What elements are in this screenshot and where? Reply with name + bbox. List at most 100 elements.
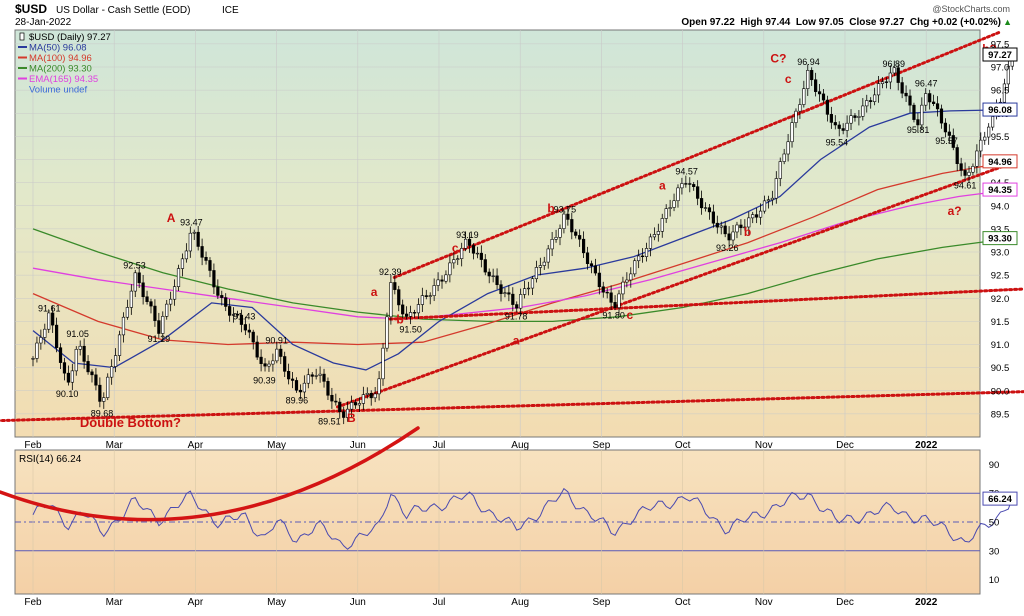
candle-body	[676, 187, 680, 202]
candle-body	[110, 366, 114, 378]
price-y-tick-label: 97.5	[991, 39, 1010, 50]
candle-body	[82, 345, 86, 362]
candle-body	[440, 279, 444, 282]
candle-body	[125, 307, 129, 318]
candle-body	[113, 355, 118, 367]
candle-body	[169, 298, 173, 305]
candle-body	[562, 213, 566, 229]
candle-body	[601, 286, 605, 293]
candle-body	[825, 99, 830, 115]
candle-body	[255, 341, 259, 358]
candle-body	[766, 199, 771, 202]
candle-body	[935, 103, 940, 110]
price-x-tick-label: Jul	[433, 440, 446, 451]
current-price-tag-label: 93.30	[988, 234, 1012, 245]
candle-body	[743, 226, 747, 229]
candle-body	[298, 389, 303, 393]
candle-body	[212, 270, 216, 288]
candle-body	[464, 238, 468, 249]
price-y-tick-label: 90.5	[991, 363, 1010, 374]
price-point-label: 93.26	[716, 243, 739, 253]
candle-body	[188, 232, 192, 252]
candle-body	[51, 312, 55, 326]
price-point-label: 89.96	[286, 396, 309, 406]
candle-body	[405, 313, 409, 317]
candle-body	[385, 316, 389, 349]
candle-body	[837, 124, 841, 129]
candle-body	[928, 93, 932, 103]
candle-body	[310, 374, 314, 377]
candle-body	[703, 207, 708, 209]
candle-body	[137, 272, 141, 284]
candle-body	[609, 292, 613, 303]
candle-body	[208, 260, 212, 271]
candle-body	[31, 358, 35, 360]
price-labels: 91.61 90.10 91.05 89.68 92.53 91.29 93.47 91.43…	[38, 42, 997, 430]
candle-body	[515, 304, 519, 309]
rsi-panel	[14, 449, 981, 595]
legend-entry: $USD (Daily) 97.27	[29, 32, 111, 43]
candle-body	[637, 255, 641, 262]
candle-body	[971, 166, 975, 173]
price-point-label: 94.61	[954, 181, 977, 191]
candle-body	[943, 122, 948, 133]
candle-body	[153, 305, 157, 321]
candle-body	[267, 363, 271, 367]
price-x-axis: Feb Mar Apr May Jun Jul Aug Sep Oct Nov Dec 2022	[24, 440, 937, 451]
candle-body	[876, 83, 881, 96]
candle-body	[747, 217, 751, 228]
price-point-label: 91.43	[233, 312, 256, 322]
price-point-label: 95.57	[935, 136, 958, 146]
candle-body	[880, 81, 885, 84]
candle-body	[833, 122, 837, 126]
candle-body	[129, 290, 133, 308]
candle-body	[597, 272, 601, 288]
candle-body	[487, 271, 491, 277]
candle-body	[90, 371, 94, 376]
rsi-current-tag-label: 66.24	[988, 494, 1012, 505]
price-x-tick-label: Apr	[188, 440, 204, 451]
price-y-tick-label: 92.5	[991, 271, 1010, 282]
candle-body	[802, 88, 806, 105]
candle-body	[574, 231, 578, 236]
candle-body	[275, 348, 279, 362]
legend-candle-icon	[19, 32, 25, 41]
candle-body	[979, 139, 983, 152]
candle-body	[888, 72, 892, 83]
candle-body	[806, 70, 810, 89]
candle-body	[243, 324, 247, 331]
price-y-tick-label: 90.0	[991, 386, 1010, 397]
candle-body	[58, 347, 63, 363]
ohlc-readout: Open 97.22 High 97.44 Low 97.05 Close 97…	[681, 17, 1001, 28]
candle-body	[684, 183, 688, 185]
candle-body	[550, 239, 554, 250]
price-point-label: 95.81	[907, 125, 930, 135]
trendline	[336, 160, 1018, 409]
candle-body	[644, 248, 649, 257]
candle-body	[259, 356, 263, 364]
price-x-tick-label: May	[267, 440, 286, 451]
candle-body	[491, 275, 495, 277]
price-y-axis: 89.5 90.0 90.5 91.0 91.5 92.0 92.5 93.0 93.5 94.0…	[991, 39, 1010, 420]
candle-body	[408, 312, 413, 317]
annotation-double-bottom: Double Bottom?	[80, 415, 181, 430]
candle-body	[593, 265, 597, 274]
price-panel	[14, 29, 981, 438]
candle-body	[692, 184, 696, 187]
candle-body	[542, 261, 546, 266]
trendline	[388, 287, 1024, 321]
candle-body	[861, 105, 865, 117]
candle-body	[373, 393, 377, 399]
candle-body	[770, 197, 774, 201]
price-point-label: 96.47	[915, 79, 938, 89]
rsi-y-tick-label: 10	[989, 575, 1000, 586]
candle-body	[141, 282, 145, 298]
candle-body	[106, 376, 110, 398]
current-price-tag	[982, 47, 1018, 62]
candle-body	[338, 401, 342, 413]
candle-body	[519, 294, 523, 309]
wave-label: a?	[948, 204, 962, 218]
candle-body	[660, 218, 664, 232]
ohlc-change-arrow-icon: ▲	[1003, 17, 1012, 27]
candle-body	[817, 91, 822, 95]
